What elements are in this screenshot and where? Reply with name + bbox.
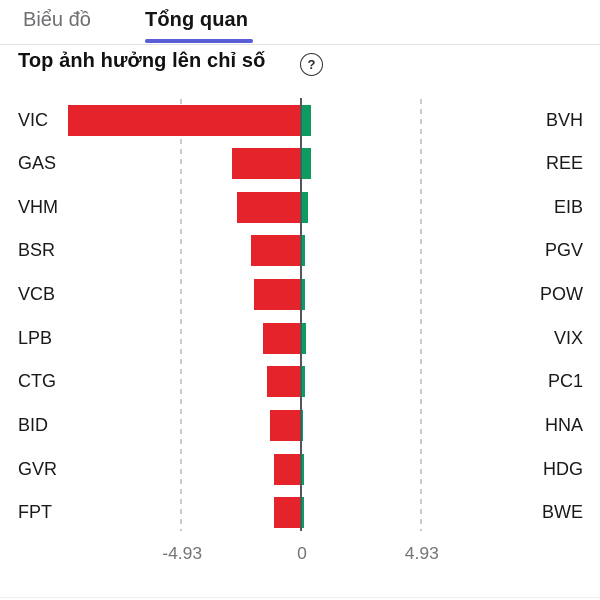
negative-impact-bar-GAS[interactable]	[231, 148, 301, 180]
ticker-label-GAS[interactable]: GAS	[18, 153, 57, 174]
active-tab-underline	[145, 39, 253, 43]
bottom-divider	[0, 597, 600, 598]
positive-impact-bar-BWE[interactable]	[301, 497, 304, 529]
negative-impact-bar-GVR[interactable]	[273, 453, 301, 485]
page-title: Top ảnh hưởng lên chỉ số	[18, 50, 266, 72]
x-axis-label-0: 0	[297, 543, 307, 563]
tab-bieu-do[interactable]: Biểu đồ	[23, 9, 91, 31]
negative-impact-bar-VIC[interactable]	[68, 104, 301, 136]
negative-impact-bar-FPT[interactable]	[273, 497, 301, 529]
negative-impact-bar-LPB[interactable]	[263, 322, 301, 354]
positive-impact-bar-HDG[interactable]	[301, 453, 304, 485]
ticker-label-HNA[interactable]: HNA	[544, 415, 583, 436]
negative-impact-bar-BID[interactable]	[269, 410, 301, 442]
ticker-label-BSR[interactable]: BSR	[18, 240, 56, 261]
ticker-label-PC1[interactable]: PC1	[547, 371, 583, 392]
ticker-label-CTG[interactable]: CTG	[18, 371, 56, 392]
tab-tong-quan[interactable]: Tổng quan	[145, 9, 249, 31]
ticker-label-REE[interactable]: REE	[545, 153, 583, 174]
x-axis-label--4.93: -4.93	[162, 543, 203, 563]
negative-impact-bar-CTG[interactable]	[266, 366, 301, 398]
question-mark-glyph: ?	[307, 57, 316, 72]
ticker-label-POW[interactable]: POW	[540, 284, 583, 305]
ticker-label-BVH[interactable]: BVH	[545, 109, 583, 130]
positive-impact-bar-REE[interactable]	[301, 148, 311, 180]
ticker-label-EIB[interactable]: EIB	[553, 196, 583, 217]
negative-impact-bar-BSR[interactable]	[250, 235, 301, 267]
ticker-label-VCB[interactable]: VCB	[18, 284, 56, 305]
positive-impact-bar-BVH[interactable]	[301, 104, 311, 136]
positive-impact-bar-VIX[interactable]	[301, 322, 307, 354]
gridline--4.93	[180, 99, 183, 531]
help-icon[interactable]: ?	[300, 53, 323, 76]
ticker-label-VHM[interactable]: VHM	[18, 196, 58, 217]
positive-impact-bar-PC1[interactable]	[301, 366, 306, 398]
ticker-label-BID[interactable]: BID	[18, 415, 49, 436]
ticker-label-VIX[interactable]: VIX	[553, 327, 583, 348]
positive-impact-bar-POW[interactable]	[301, 279, 306, 311]
ticker-label-GVR[interactable]: GVR	[18, 458, 58, 479]
ticker-label-FPT[interactable]: FPT	[18, 502, 52, 523]
tabbar-divider	[0, 44, 600, 45]
ticker-label-BWE[interactable]: BWE	[541, 502, 583, 523]
negative-impact-bar-VHM[interactable]	[237, 191, 301, 223]
gridline-4.93	[419, 99, 422, 531]
positive-impact-bar-EIB[interactable]	[301, 191, 308, 223]
zero-axis-line	[300, 98, 302, 531]
ticker-label-LPB[interactable]: LPB	[18, 327, 53, 348]
ticker-label-PGV[interactable]: PGV	[544, 240, 583, 261]
negative-impact-bar-VCB[interactable]	[254, 279, 301, 311]
x-axis-label-4.93: 4.93	[404, 543, 439, 563]
ticker-label-HDG[interactable]: HDG	[543, 458, 583, 479]
ticker-label-VIC[interactable]: VIC	[18, 109, 49, 130]
positive-impact-bar-PGV[interactable]	[301, 235, 305, 267]
